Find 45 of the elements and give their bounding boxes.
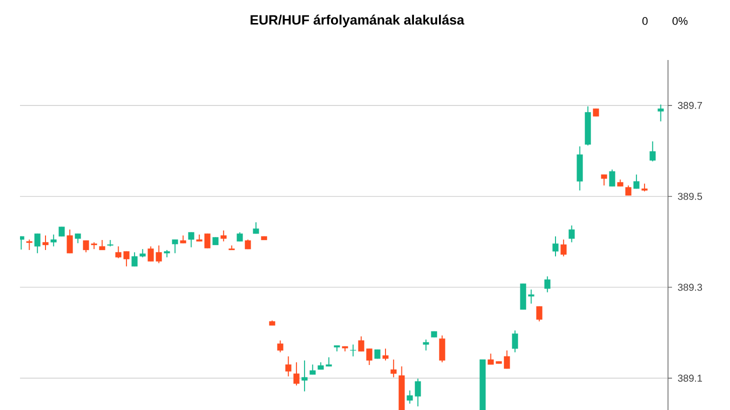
candlestick <box>82 240 89 253</box>
candlestick <box>536 306 542 322</box>
candlestick <box>220 230 227 242</box>
candlestick <box>172 239 178 254</box>
candlestick <box>422 339 429 351</box>
y-tick-label: 389.7 <box>678 102 702 109</box>
y-tick-label: 389.3 <box>678 284 702 291</box>
candlestick <box>390 359 397 378</box>
candlestick <box>188 232 194 248</box>
y-tick-label: 389.5 <box>678 192 702 200</box>
candlestick <box>568 224 575 243</box>
candlestick <box>277 340 284 353</box>
candlestick <box>66 229 73 254</box>
candlestick <box>560 239 567 257</box>
candlestick <box>26 239 32 250</box>
candlestick <box>310 364 316 376</box>
candlestick <box>439 334 446 363</box>
candlestick <box>609 169 616 187</box>
candlestick <box>650 140 656 162</box>
candlestick <box>658 104 664 122</box>
candlestick <box>350 344 356 357</box>
y-tick-label: 389.1 <box>678 374 702 382</box>
candlestick <box>512 330 518 353</box>
candlestick <box>74 233 81 244</box>
candlestick <box>293 362 300 386</box>
candlestick <box>633 174 640 190</box>
candlestick <box>382 348 389 361</box>
candlestick <box>50 234 57 247</box>
text: 0% <box>672 17 688 25</box>
candlestick <box>99 240 106 250</box>
candlestick <box>552 236 559 257</box>
candlestick <box>34 233 40 254</box>
candlestick <box>236 232 243 242</box>
candlestick <box>58 226 65 237</box>
candlestick <box>544 276 550 293</box>
candlestick <box>252 222 259 234</box>
chart-title: EUR/HUF árfolyamának alakulása <box>250 14 464 28</box>
candlestick <box>625 184 632 196</box>
candlestick <box>244 239 251 250</box>
candlestick <box>42 234 49 250</box>
candlestick <box>285 356 292 377</box>
candlestick <box>302 360 308 392</box>
candlestick <box>374 349 380 360</box>
candlestick <box>601 174 608 186</box>
text: 0 <box>642 17 648 25</box>
